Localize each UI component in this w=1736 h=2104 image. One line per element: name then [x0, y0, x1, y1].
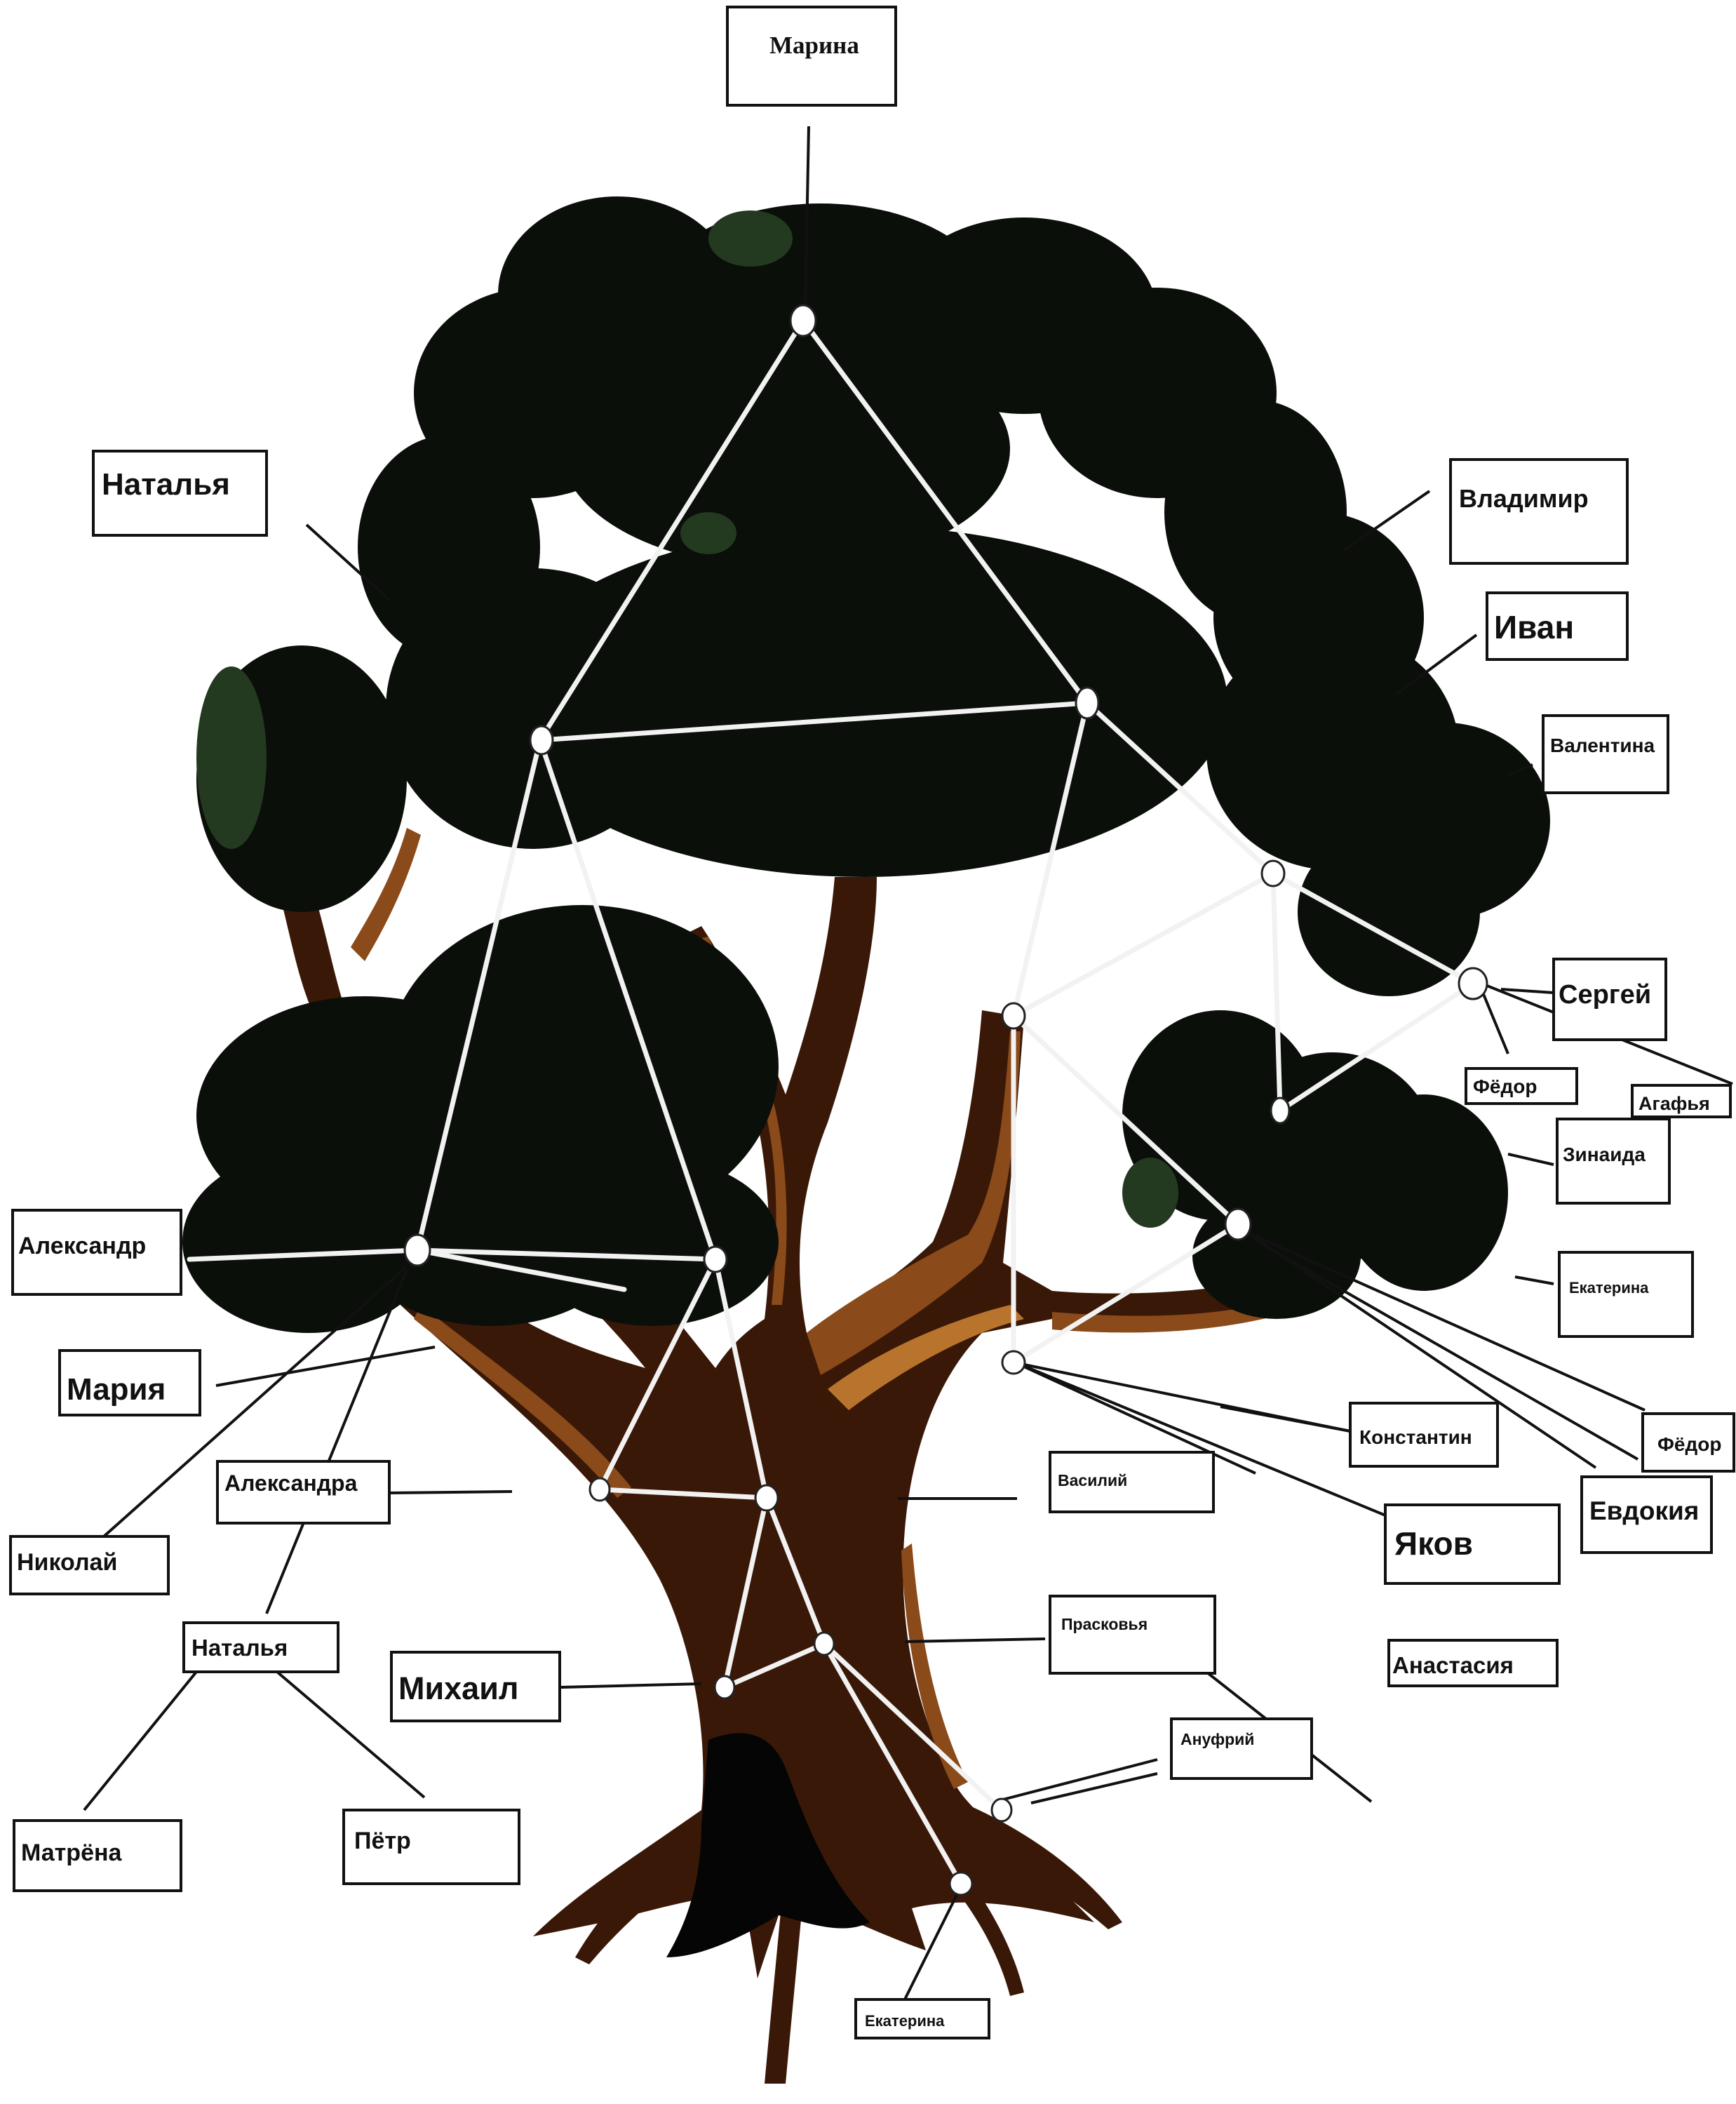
- node-aleksandr: [403, 1233, 431, 1267]
- label-mikhail: Михаил: [390, 1651, 561, 1722]
- label-mikhail-text: Михаил: [398, 1670, 518, 1706]
- label-zinaida: Зинаида: [1556, 1118, 1671, 1205]
- label-aleksandr: Александр: [11, 1209, 182, 1296]
- node-ekaterina-right: [1224, 1207, 1252, 1241]
- label-agafya: Агафья: [1631, 1084, 1732, 1118]
- label-valentina-text: Валентина: [1550, 735, 1655, 756]
- label-ekaterina-right-text: Екатерина: [1569, 1279, 1649, 1296]
- label-anufriy-text: Ануфрий: [1180, 1730, 1254, 1748]
- tree-canopy: [182, 196, 1550, 1333]
- node-marina: [789, 304, 817, 337]
- node-vladimir: [1075, 686, 1100, 720]
- label-praskovya-text: Прасковья: [1061, 1615, 1148, 1633]
- label-petr: Пётр: [342, 1809, 520, 1885]
- label-natalya-top-text: Наталья: [102, 467, 230, 502]
- label-fedor-1-text: Фёдор: [1473, 1076, 1537, 1097]
- label-yakov-text: Яков: [1394, 1525, 1473, 1562]
- label-natalya-mid-text: Наталья: [191, 1635, 288, 1661]
- label-anufriy: Ануфрий: [1170, 1717, 1313, 1780]
- label-matrena: Матрёна: [13, 1819, 182, 1892]
- label-nikolay: Николай: [9, 1535, 170, 1595]
- label-aleksandr-text: Александр: [18, 1233, 146, 1259]
- node-aleksandra: [588, 1477, 611, 1502]
- node-ekaterina-bottom: [948, 1871, 974, 1896]
- node-natalya-top: [529, 725, 554, 756]
- label-natalya-top: Наталья: [92, 450, 268, 537]
- label-matrena-text: Матрёна: [21, 1840, 123, 1866]
- label-ekaterina-bottom-text: Екатерина: [865, 2012, 945, 2030]
- node-ivan: [1001, 1002, 1026, 1030]
- label-vladimir-text: Владимир: [1459, 484, 1589, 513]
- label-anastasiya-text: Анастасия: [1392, 1652, 1514, 1678]
- label-petr-text: Пётр: [354, 1828, 411, 1854]
- label-mariya: Мария: [58, 1349, 201, 1416]
- label-sergey: Сергей: [1552, 958, 1667, 1041]
- label-ivan: Иван: [1486, 591, 1629, 661]
- label-fedor-1: Фёдор: [1465, 1067, 1578, 1105]
- label-konstantin: Константин: [1349, 1402, 1499, 1468]
- label-nikolay-text: Николай: [17, 1549, 117, 1576]
- label-ekaterina-right: Екатерина: [1558, 1251, 1694, 1338]
- node-praskovya: [813, 1631, 835, 1656]
- label-fedor-2: Фёдор: [1641, 1412, 1735, 1473]
- label-aleksandra: Александра: [216, 1460, 391, 1525]
- node-sergey: [1458, 967, 1488, 1000]
- node-mariya: [703, 1245, 728, 1273]
- label-yakov: Яков: [1384, 1503, 1561, 1585]
- label-praskovya: Прасковья: [1049, 1595, 1216, 1675]
- graph-edges: [187, 318, 1476, 1887]
- label-valentina: Валентина: [1542, 714, 1669, 794]
- label-aleksandra-text: Александра: [224, 1470, 358, 1496]
- node-vasiliy: [754, 1484, 779, 1512]
- label-agafya-text: Агафья: [1639, 1093, 1710, 1114]
- label-zinaida-text: Зинаида: [1563, 1144, 1646, 1165]
- node-zinaida: [1270, 1097, 1291, 1125]
- label-vasiliy: Василий: [1049, 1451, 1215, 1513]
- label-anastasiya: Анастасия: [1387, 1639, 1559, 1687]
- node-valentina: [1260, 859, 1286, 887]
- node-mikhail: [713, 1675, 736, 1700]
- label-ivan-text: Иван: [1494, 609, 1574, 645]
- label-natalya-mid: Наталья: [182, 1621, 339, 1673]
- node-anufriy: [990, 1797, 1013, 1823]
- graph-nodes: [403, 304, 1488, 1896]
- label-evdokiya-text: Евдокия: [1589, 1496, 1699, 1525]
- label-vladimir: Владимир: [1449, 458, 1629, 565]
- label-ekaterina-bottom: Екатерина: [854, 1998, 990, 2039]
- node-konstantin: [1001, 1350, 1026, 1375]
- label-sergey-text: Сергей: [1559, 980, 1651, 1010]
- label-fedor-2-text: Фёдор: [1657, 1433, 1721, 1455]
- label-evdokiya: Евдокия: [1580, 1475, 1713, 1554]
- label-marina: Марина: [726, 6, 897, 107]
- label-mariya-text: Мария: [67, 1372, 166, 1407]
- label-vasiliy-text: Василий: [1058, 1471, 1127, 1489]
- label-marina-text: Марина: [769, 32, 859, 59]
- label-konstantin-text: Константин: [1359, 1426, 1472, 1448]
